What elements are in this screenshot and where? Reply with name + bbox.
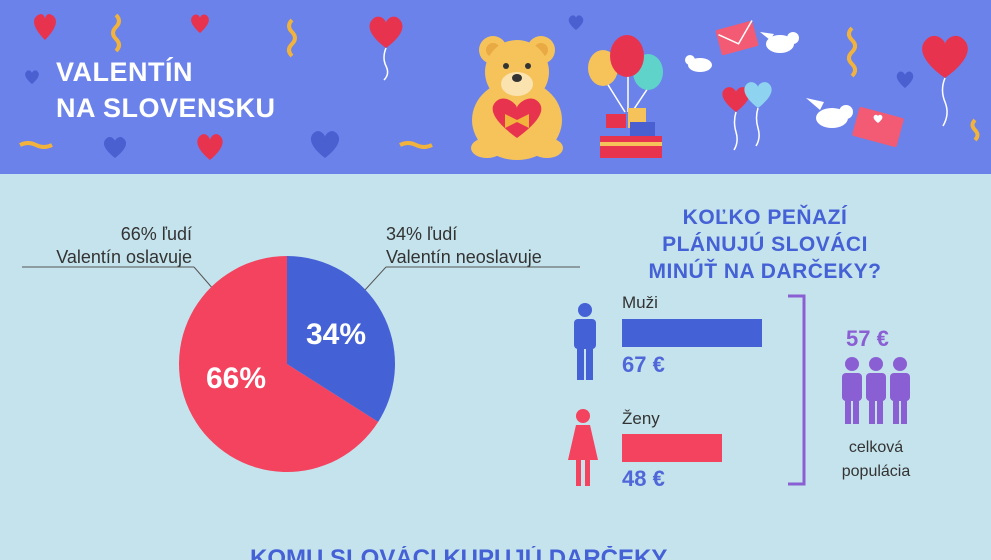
celebrate-label: 66% ľudí Valentín oslavuje — [22, 223, 192, 269]
celebrate-label-line1: 66% ľudí — [120, 224, 192, 244]
confetti — [970, 118, 980, 142]
question-line-2: PLÁNUJÚ SLOVÁCI — [662, 233, 868, 256]
total-label-line2: populácia — [841, 463, 911, 480]
teddy-bear-icon — [471, 36, 563, 160]
label-leader — [364, 266, 387, 291]
balloon-heart-icon — [744, 82, 772, 147]
dove-icon — [760, 32, 799, 53]
heart-icon — [896, 71, 914, 88]
heart-icon — [568, 15, 584, 30]
dove-icon — [806, 98, 853, 128]
page-title: VALENTÍN NA SLOVENSKU — [56, 54, 276, 126]
total-label-line1: celková — [848, 439, 904, 456]
spending-question: KOĽKO PEŇAZÍ PLÁNUJÚ SLOVÁCI MINÚŤ NA DA… — [600, 204, 930, 285]
question-line-1: KOĽKO PEŇAZÍ — [682, 206, 848, 229]
heart-icon — [197, 134, 223, 160]
pie-slice-not-celebrate-label: 34% — [306, 318, 367, 351]
balloon-heart-icon — [922, 35, 968, 127]
woman-icon — [568, 409, 598, 486]
pie-slice-celebrate-label: 66% — [206, 362, 267, 395]
celebrate-label-line2: Valentín oslavuje — [56, 247, 192, 267]
content-section — [0, 174, 991, 558]
balloon-heart-icon — [722, 87, 750, 151]
total-label: celková populácia — [820, 436, 932, 484]
not-celebrate-label: 34% ľudí Valentín neoslavuje — [386, 223, 586, 269]
women-bar — [622, 434, 723, 462]
confetti — [287, 18, 297, 58]
balloon-heart-icon — [369, 16, 403, 81]
men-bar — [622, 319, 762, 347]
bracket — [788, 294, 806, 486]
envelope-icon — [852, 107, 904, 147]
confetti — [19, 141, 53, 149]
heart-icon — [25, 70, 39, 84]
header-banner: VALENTÍN NA SLOVENSKU — [0, 0, 991, 174]
title-line-2: NA SLOVENSKU — [56, 93, 276, 123]
not-label-line1: 34% ľudí — [386, 224, 458, 244]
not-label-line2: Valentín neoslavuje — [386, 247, 542, 267]
heart-icon — [191, 14, 209, 33]
group-icon — [842, 357, 910, 424]
title-line-1: VALENTÍN — [56, 57, 193, 87]
confetti — [847, 26, 857, 78]
decorations — [19, 13, 980, 160]
dove-icon — [685, 55, 712, 72]
balloons-gift-icon — [588, 35, 663, 158]
pie-slice-not-celebrate — [287, 256, 395, 422]
label-leader — [193, 266, 215, 291]
women-label: Ženy — [622, 409, 660, 428]
question-line-3: MINÚŤ NA DARČEKY? — [648, 260, 882, 283]
heart-icon — [34, 14, 56, 40]
envelope-icon — [715, 20, 759, 56]
confetti — [399, 141, 433, 149]
men-amount: 67 € — [622, 352, 665, 377]
total-amount: 57 € — [846, 326, 889, 351]
confetti — [111, 13, 121, 53]
heart-icon — [103, 137, 127, 158]
women-amount: 48 € — [622, 466, 665, 491]
heart-icon — [310, 131, 340, 158]
next-section-title: KOMU SLOVÁCI KUPUJÚ DARČEKY — [250, 546, 668, 560]
men-label: Muži — [622, 293, 658, 312]
pie-slice-celebrate — [178, 256, 379, 472]
man-icon — [574, 303, 596, 380]
